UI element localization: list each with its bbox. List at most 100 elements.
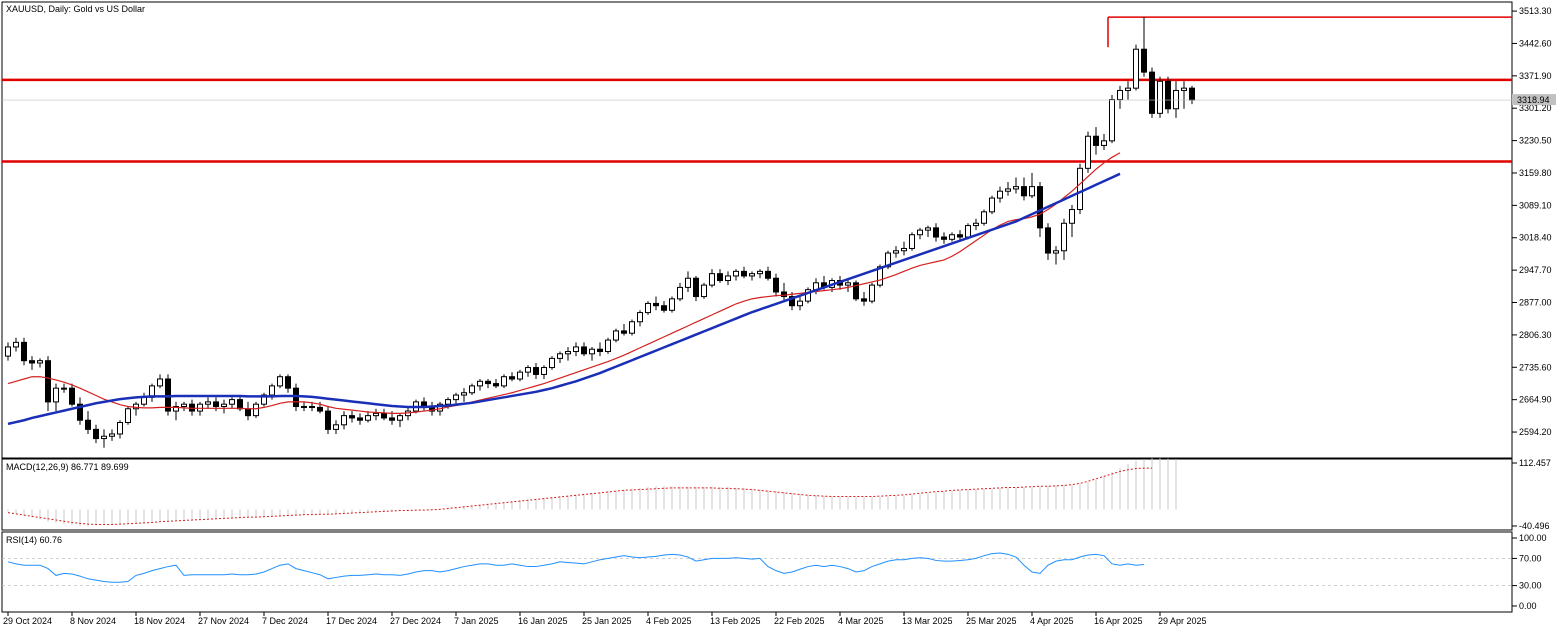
- candle-body: [1077, 167, 1083, 211]
- time-tick-label: 22 Feb 2025: [774, 616, 825, 626]
- candle-body: [525, 367, 531, 373]
- candle-body: [549, 357, 555, 369]
- candle-body: [845, 282, 851, 286]
- candle-body: [53, 387, 59, 403]
- candle-body: [1165, 80, 1171, 110]
- candle-body: [277, 376, 283, 387]
- candle-body: [61, 387, 67, 390]
- price-tick-label: 3442.60: [1519, 38, 1552, 48]
- candle-body: [317, 406, 323, 412]
- candle-body: [805, 289, 811, 302]
- candle-body: [861, 298, 867, 302]
- candle-body: [1189, 87, 1195, 101]
- candle-body: [365, 415, 371, 421]
- current-price-label: 3318.94: [2, 94, 1556, 106]
- candle-body: [781, 291, 787, 298]
- price-tick-label: 2806.30: [1519, 330, 1552, 340]
- rsi-indicator: 100.00 70.00 30.00 0.00: [2, 533, 1547, 611]
- candle-body: [341, 415, 347, 426]
- candle-body: [693, 277, 699, 298]
- price-tick-label: 2947.70: [1519, 265, 1552, 275]
- candle-body: [1093, 135, 1099, 146]
- candle-body: [1141, 48, 1147, 73]
- candle-body: [133, 403, 139, 410]
- candle-body: [677, 286, 683, 300]
- chart-title: XAUUSD, Daily: Gold vs US Dollar: [6, 4, 145, 14]
- time-tick-label: 17 Dec 2024: [326, 616, 377, 626]
- candle-body: [445, 399, 451, 405]
- price-tick-label: 3230.50: [1519, 136, 1552, 146]
- candle-body: [701, 284, 707, 298]
- candle-body: [285, 376, 291, 389]
- time-tick-label: 16 Jan 2025: [518, 616, 568, 626]
- candle-body: [309, 405, 315, 408]
- candle-body: [1173, 89, 1179, 110]
- candle-body: [461, 392, 467, 396]
- price-tick-label: 3371.90: [1519, 71, 1552, 81]
- time-tick-label: 29 Apr 2025: [1158, 616, 1207, 626]
- candle-body: [293, 387, 299, 407]
- candle-body: [45, 360, 51, 403]
- rsi-label: RSI(14) 60.76: [6, 535, 62, 545]
- candle-body: [981, 211, 987, 224]
- price-tick-label: 2664.90: [1519, 395, 1552, 405]
- candle-body: [1117, 89, 1123, 101]
- candle-body: [1125, 87, 1131, 91]
- candle-body: [373, 412, 379, 417]
- candle-body: [37, 360, 43, 364]
- candle-body: [733, 270, 739, 277]
- candle-body: [1157, 80, 1163, 114]
- candle-body: [157, 378, 163, 387]
- macd-tick-label: -40.496: [1519, 521, 1550, 531]
- macd-signal-line: [7, 467, 1152, 526]
- candle-body: [605, 339, 611, 353]
- candle-body: [213, 401, 219, 407]
- time-tick-label: 25 Jan 2025: [582, 616, 632, 626]
- candle-body: [517, 371, 523, 380]
- candle-body: [181, 403, 187, 407]
- candle-body: [117, 422, 123, 435]
- time-tick-label: 18 Nov 2024: [134, 616, 185, 626]
- candle-body: [21, 341, 27, 362]
- candle-body: [5, 346, 11, 357]
- macd-pane[interactable]: [1, 458, 1513, 531]
- candle-body: [957, 234, 963, 238]
- candle-body: [1013, 186, 1019, 190]
- time-tick-label: 4 Mar 2025: [838, 616, 884, 626]
- candle-body: [765, 270, 771, 279]
- macd-label: MACD(12,26,9) 86.771 89.699: [6, 462, 129, 472]
- candle-body: [269, 385, 275, 396]
- candle-body: [1133, 48, 1139, 89]
- rsi-tick-label: 30.00: [1519, 581, 1542, 591]
- candle-body: [1149, 71, 1155, 114]
- candle-body: [613, 330, 619, 341]
- candle-body: [1029, 186, 1035, 197]
- price-tick-label: 3018.40: [1519, 233, 1552, 243]
- candle-body: [589, 348, 595, 355]
- candle-body: [725, 275, 731, 282]
- candle-body: [661, 305, 667, 311]
- candle-body: [485, 380, 491, 385]
- time-tick-label: 7 Jan 2025: [454, 616, 499, 626]
- candle-body: [621, 330, 627, 334]
- candle-body: [709, 273, 715, 286]
- candle-body: [349, 415, 355, 419]
- moving-averages: [7, 152, 1121, 426]
- candle-body: [989, 197, 995, 213]
- candle-body: [629, 321, 635, 334]
- candle-body: [533, 367, 539, 375]
- rsi-pane[interactable]: [1, 531, 1513, 613]
- candle-body: [645, 302, 651, 314]
- candle-body: [741, 270, 747, 277]
- candle-body: [141, 396, 147, 405]
- current-price-text: 3318.94: [1517, 95, 1550, 105]
- candle-body: [653, 302, 659, 307]
- candle-body: [573, 346, 579, 353]
- candle-body: [965, 225, 971, 238]
- price-pane[interactable]: [1, 1, 1513, 459]
- candle-body: [301, 405, 307, 408]
- candle-body: [669, 298, 675, 311]
- candle-body: [973, 222, 979, 227]
- candle-body: [685, 277, 691, 288]
